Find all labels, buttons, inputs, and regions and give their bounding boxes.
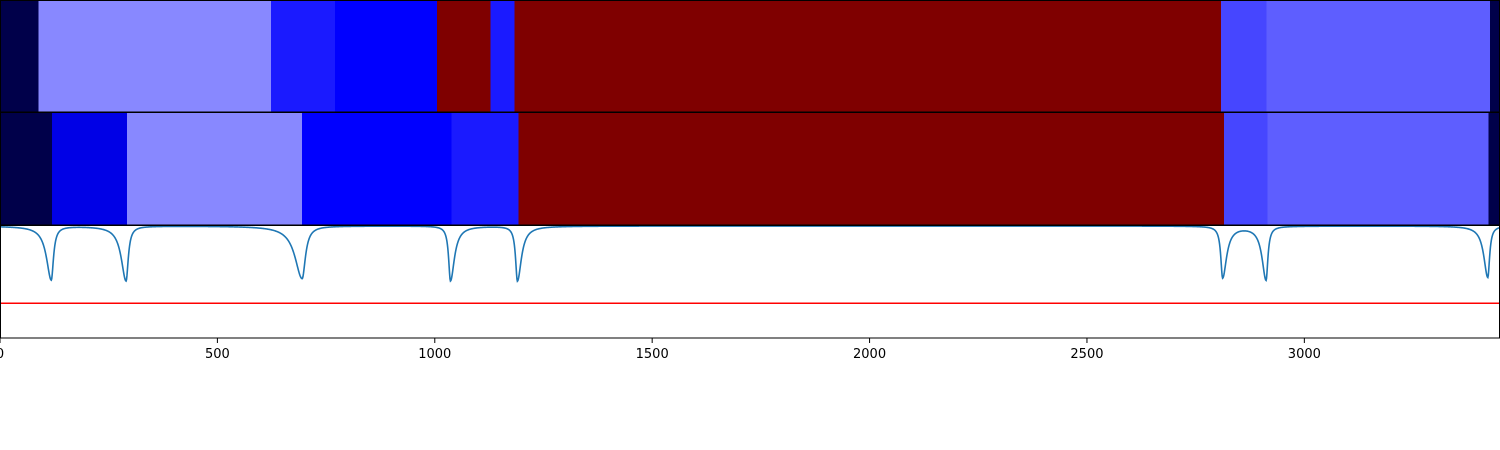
heatmap-segment xyxy=(1223,113,1268,225)
heatmap-segment xyxy=(38,1,272,112)
x-tick-label: 2500 xyxy=(1070,347,1103,362)
heatmap-segment xyxy=(52,113,128,225)
signal-frame xyxy=(0,225,1500,339)
heatmap-segment xyxy=(514,1,1222,112)
heatmap-segment xyxy=(451,113,519,225)
heatmap-segment xyxy=(518,113,1225,225)
x-tick-label: 0 xyxy=(0,347,4,362)
heatmap-segment xyxy=(270,1,336,112)
heatmap-segment xyxy=(302,113,452,225)
heatmap-segment xyxy=(0,1,39,112)
heatmap-segment xyxy=(1266,1,1491,112)
heatmap-segment xyxy=(1220,1,1268,112)
x-tick-label: 500 xyxy=(205,347,230,362)
heatmap-segment xyxy=(1490,1,1500,112)
x-tick-label: 3000 xyxy=(1288,347,1321,362)
signal-line xyxy=(0,225,1500,283)
heatmap-segment xyxy=(0,113,53,225)
signal-panel xyxy=(0,225,1500,339)
heatmap-segment xyxy=(1488,113,1500,225)
x-tick-label: 1000 xyxy=(418,347,451,362)
heatmap-track-bottom xyxy=(0,112,1500,226)
heatmap-segment xyxy=(126,113,303,225)
heatmap-segment xyxy=(334,1,438,112)
x-tick-label: 2000 xyxy=(853,347,886,362)
heatmap-segment xyxy=(1267,113,1490,225)
x-tick-label: 1500 xyxy=(636,347,669,362)
x-axis: 0 500 1000 1500 2000 2500 3000 xyxy=(0,338,1321,362)
heatmap-segment xyxy=(490,1,515,112)
heatmap-track-top xyxy=(0,0,1500,113)
heatmap-segment xyxy=(436,1,491,112)
